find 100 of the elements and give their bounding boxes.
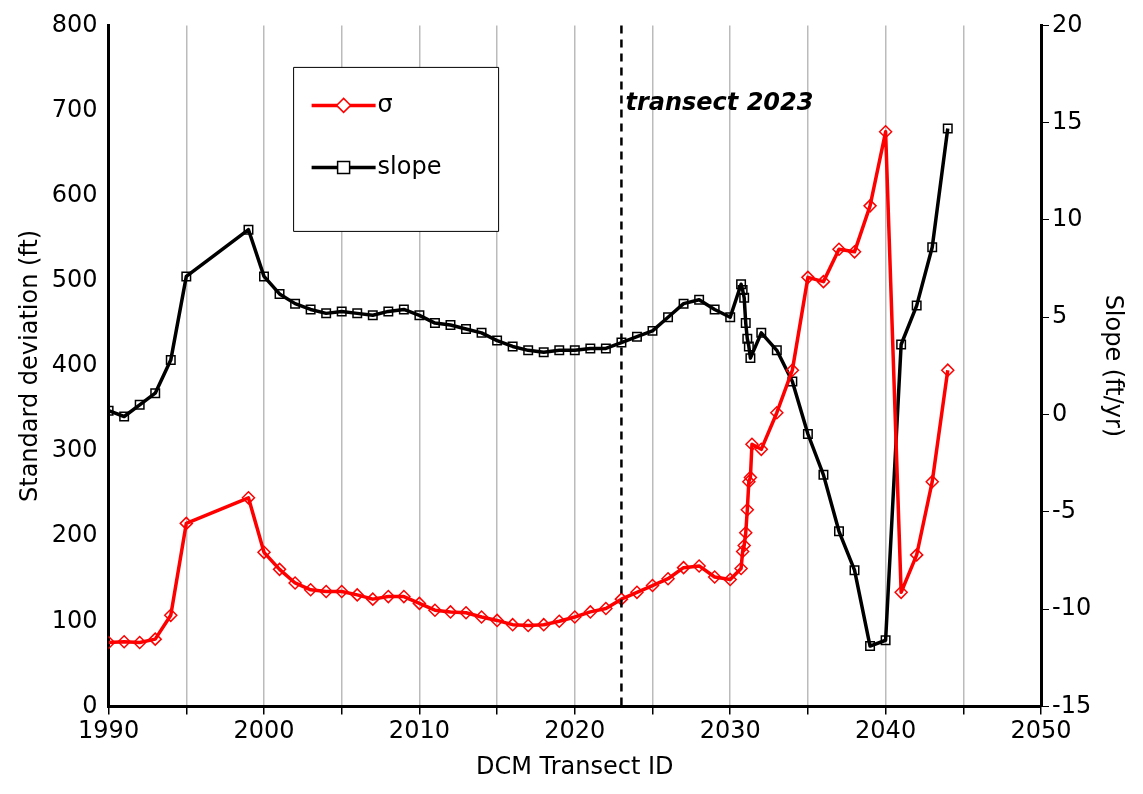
point <box>736 279 747 290</box>
point <box>165 355 176 366</box>
point <box>585 343 596 354</box>
point <box>536 617 551 632</box>
point <box>164 608 178 623</box>
y-axis-title: Standard deviation (ft) <box>14 229 43 502</box>
point <box>257 545 271 560</box>
legend-label: σ <box>377 89 393 118</box>
point <box>833 526 844 537</box>
point <box>443 605 458 619</box>
point <box>414 310 425 321</box>
point <box>801 270 815 285</box>
point <box>474 610 489 624</box>
point <box>942 123 953 134</box>
point <box>735 544 750 559</box>
point <box>241 491 256 505</box>
point <box>132 635 147 650</box>
point <box>616 337 627 348</box>
point <box>742 333 753 344</box>
y-tick-label: 600 <box>51 179 98 208</box>
point <box>849 565 860 576</box>
point <box>334 584 349 599</box>
y-tick-label: 0 <box>82 690 98 719</box>
x-axis-title: DCM Transect ID <box>476 751 674 780</box>
x-tick-label: 2020 <box>544 716 606 745</box>
point <box>523 345 534 356</box>
x-tick-label: 2040 <box>855 716 917 745</box>
point <box>676 560 691 575</box>
point <box>743 470 758 485</box>
point <box>366 592 380 606</box>
x-tick-label: 2030 <box>699 716 761 745</box>
point <box>818 469 829 480</box>
y-tick-label: 300 <box>51 435 98 464</box>
y2-tick-label: 10 <box>1052 204 1083 233</box>
point <box>770 405 784 420</box>
point <box>787 376 798 387</box>
point <box>725 312 736 323</box>
point <box>647 325 658 336</box>
point <box>538 347 549 358</box>
y-tick-label: 500 <box>51 265 98 294</box>
point <box>894 585 908 600</box>
point <box>878 125 893 139</box>
point <box>941 363 955 377</box>
point <box>445 320 456 331</box>
point <box>259 271 269 282</box>
point <box>179 516 194 531</box>
point <box>583 605 598 619</box>
point <box>661 571 675 586</box>
point <box>461 323 472 334</box>
y-tick-label: 700 <box>51 94 98 123</box>
point <box>134 399 145 410</box>
point <box>505 617 520 632</box>
point <box>303 583 318 597</box>
y2-tick-label: 5 <box>1052 301 1068 330</box>
point <box>243 224 254 235</box>
point <box>802 429 813 439</box>
point <box>745 437 759 451</box>
point <box>148 632 162 646</box>
point <box>785 363 800 377</box>
point <box>737 538 751 553</box>
point <box>692 559 706 573</box>
point <box>117 634 131 649</box>
y-tick-label: 400 <box>51 350 98 379</box>
x-tick-label: 2050 <box>1010 716 1072 745</box>
point <box>398 304 409 315</box>
y2-axis-title: Slope (ft/yr) <box>1100 294 1129 438</box>
point <box>492 335 503 346</box>
point <box>740 318 751 329</box>
point <box>739 292 750 303</box>
point <box>927 242 938 253</box>
point <box>743 341 754 352</box>
point <box>865 641 876 652</box>
point <box>756 327 767 338</box>
point <box>521 618 535 633</box>
point <box>507 341 518 352</box>
point <box>367 310 378 321</box>
point <box>738 526 753 540</box>
point <box>568 610 582 624</box>
point <box>428 603 442 617</box>
point <box>397 589 411 604</box>
point <box>288 576 302 590</box>
point <box>383 306 394 317</box>
point <box>832 242 846 257</box>
point <box>911 300 922 311</box>
point <box>880 635 891 646</box>
point <box>663 312 674 323</box>
point <box>847 245 862 259</box>
point <box>645 578 660 593</box>
point <box>476 327 487 338</box>
x-tick-label: 1990 <box>78 716 140 745</box>
x-tick-label: 2000 <box>233 716 295 745</box>
point <box>119 411 130 422</box>
point <box>599 601 613 616</box>
y-tick-label: 200 <box>51 520 98 549</box>
point <box>771 345 782 356</box>
point <box>569 345 580 356</box>
point <box>754 442 769 457</box>
point <box>412 596 427 611</box>
ref-line-label: transect 2023 <box>625 87 814 116</box>
y2-tick-label: -5 <box>1052 496 1076 525</box>
